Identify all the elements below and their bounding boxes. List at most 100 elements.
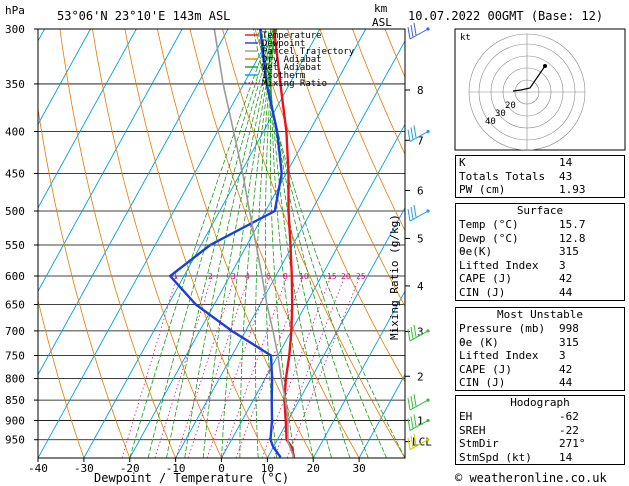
isotherm xyxy=(83,29,321,458)
wind-barb-flag xyxy=(413,394,417,407)
table-row: CIN (J) 44 xyxy=(456,376,624,390)
legend-label: Parcel Trajectory xyxy=(262,47,355,57)
table-row: EH -62 xyxy=(456,410,624,424)
wind-barb-shaft xyxy=(409,330,429,342)
dry-adiabat xyxy=(319,29,405,232)
temp-tick-label: -10 xyxy=(166,462,186,475)
height-tick-label: 3 xyxy=(417,325,424,338)
unit-asl: ASL xyxy=(372,16,392,29)
table-row: Lifted Index 3 xyxy=(456,349,624,363)
row-value: 12.8 xyxy=(559,231,586,245)
temp-tick-label: 30 xyxy=(353,462,366,475)
row-label: Lifted Index xyxy=(459,349,539,363)
hodograph-unit: kt xyxy=(460,33,471,43)
datetime-title: 10.07.2022 00GMT (Base: 12) xyxy=(408,9,603,23)
wind-barb-flag xyxy=(410,206,414,220)
wind-barb-flag xyxy=(413,204,417,218)
row-label: θe(K) xyxy=(459,245,493,259)
wind-barb-flag xyxy=(410,127,414,140)
mixing-ratio-line xyxy=(286,275,361,458)
wet-adiabat xyxy=(221,29,278,458)
height-tick-label: 8 xyxy=(417,84,424,97)
legend-label: Temperature xyxy=(262,31,322,41)
row-value: 3 xyxy=(559,258,566,272)
hodograph-table-panel: Hodograph EH -62 SREH -22 StmDir 271° StmSpd (… xyxy=(455,395,625,466)
wind-barb-flag xyxy=(410,396,414,409)
row-value: 271° xyxy=(559,437,586,451)
pressure-tick-label: 600 xyxy=(5,270,25,283)
mixing-ratio-label: 6 xyxy=(266,272,271,281)
series-line-temperature xyxy=(272,29,296,458)
table-row: SREH -22 xyxy=(456,424,624,438)
wind-barb-shaft xyxy=(409,439,429,451)
location-title: 53°06'N 23°10'E 143m ASL xyxy=(57,9,230,23)
isotherm xyxy=(312,290,405,458)
row-label: StmSpd (kt) xyxy=(459,450,532,464)
wet-adiabat xyxy=(239,29,277,458)
mixing-ratio-label: 10 xyxy=(299,272,309,281)
temp-tick-label: 0 xyxy=(218,462,225,475)
wind-barbs xyxy=(407,22,430,451)
wet-adiabat xyxy=(257,29,387,458)
wind-barb-dot xyxy=(426,129,430,134)
mixing-ratio-line xyxy=(187,275,250,458)
pressure-tick-label: 750 xyxy=(5,349,25,362)
isotherm xyxy=(38,29,137,209)
wet-adiabat xyxy=(147,29,274,458)
wet-adiabat xyxy=(252,29,405,458)
wind-barb-flag xyxy=(407,328,411,341)
temp-tick-label: -40 xyxy=(28,462,48,475)
mixing-ratio-line xyxy=(221,275,288,458)
pressure-tick-label: 550 xyxy=(5,239,25,252)
wind-barb-shaft xyxy=(409,399,429,411)
pressure-tick-label: 350 xyxy=(5,78,25,91)
row-label: θe (K) xyxy=(459,335,499,349)
dry-adiabat xyxy=(38,298,85,458)
dry-adiabat xyxy=(59,29,176,458)
pressure-tick-label: 700 xyxy=(5,325,25,338)
table-row: K 14 xyxy=(456,156,624,170)
wind-barb-shaft xyxy=(409,210,429,222)
wind-barb-dot xyxy=(426,398,430,402)
mixing-ratio-label: 15 xyxy=(327,272,337,281)
row-value: 998 xyxy=(559,322,579,335)
row-label: Lifted Index xyxy=(459,258,539,272)
row-value: 315 xyxy=(559,245,579,259)
row-label: Temp (°C) xyxy=(459,218,519,231)
pressure-tick-label: 500 xyxy=(5,205,25,218)
unit-hpa: hPa xyxy=(5,4,25,17)
row-label: CIN (J) xyxy=(459,376,506,390)
height-tick-label: 2 xyxy=(417,370,424,383)
wet-adiabat xyxy=(270,29,314,458)
isotherm xyxy=(38,29,91,126)
dry-adiabat xyxy=(352,29,405,156)
hodograph-table-title: Hodograph xyxy=(510,396,570,409)
wet-adiabat xyxy=(184,29,277,458)
wet-adiabat xyxy=(264,29,351,458)
row-value: 43 xyxy=(559,169,573,183)
row-label: SREH xyxy=(459,423,486,437)
pressure-tick-label: 450 xyxy=(5,167,25,180)
pressure-tick-label: 850 xyxy=(5,394,25,407)
hodograph-end-dot xyxy=(543,64,547,68)
wind-barb-flag xyxy=(413,22,417,36)
table-row: Totals Totals 43 xyxy=(456,170,624,184)
isotherm xyxy=(266,206,405,458)
wet-adiabat xyxy=(267,29,332,458)
height-tick-label: 5 xyxy=(417,232,424,245)
row-label: EH xyxy=(459,410,473,423)
row-label: CAPE (J) xyxy=(459,362,512,376)
isotherm xyxy=(38,29,183,293)
series-line-parcel-trajectory xyxy=(213,29,295,458)
row-label: CIN (J) xyxy=(459,285,506,299)
dry-adiabat xyxy=(92,29,222,458)
dry-adiabat xyxy=(189,29,360,458)
height-tick-label: 4 xyxy=(417,280,424,293)
mixing-ratio-line xyxy=(235,275,304,458)
row-label: Pressure (mb) xyxy=(459,322,546,335)
legend-label: Dewpoint xyxy=(262,39,305,49)
hodograph-ring-label: 20 xyxy=(505,101,516,111)
row-value: 3 xyxy=(559,349,566,363)
temp-tick-label: 10 xyxy=(261,462,274,475)
